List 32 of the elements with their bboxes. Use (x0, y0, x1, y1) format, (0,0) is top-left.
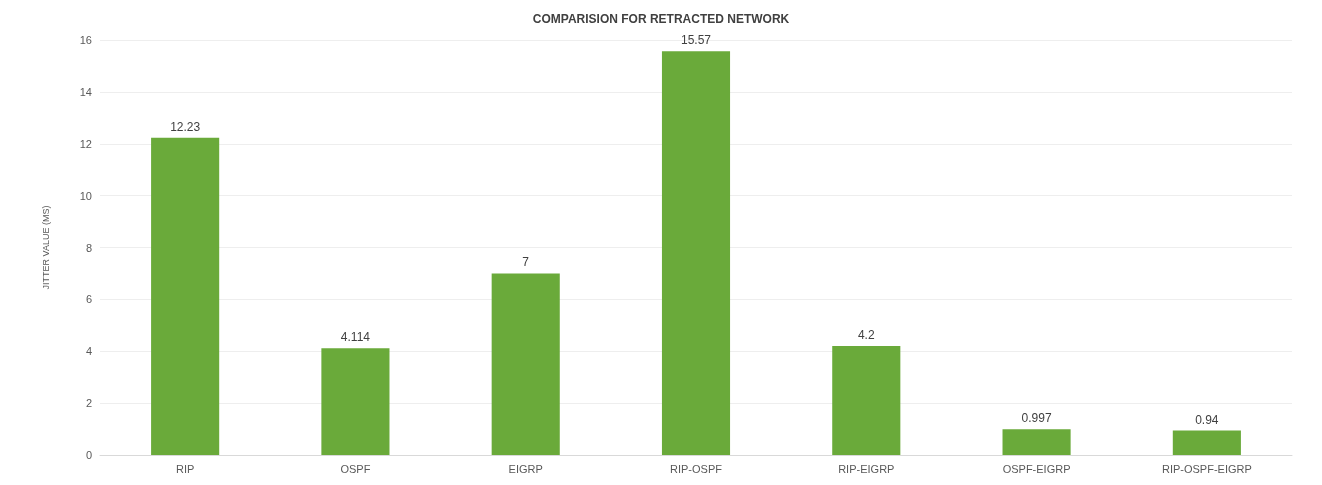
bar (151, 137, 220, 455)
x-tick-label: OSPF-EIGRP (1002, 462, 1071, 475)
x-tick-label: RIP (175, 462, 195, 475)
y-tick-label: 12 (79, 137, 92, 150)
data-label: 4.114 (340, 330, 371, 345)
bar (1002, 429, 1071, 455)
x-tick-label: RIP-OSPF (670, 462, 723, 475)
y-tick-label: 4 (85, 345, 92, 358)
data-label: 4.2 (857, 328, 875, 343)
data-label: 12.23 (170, 119, 201, 134)
x-tick-label: OSPF (340, 462, 371, 475)
y-tick-label: 10 (79, 189, 92, 202)
data-label: 0.94 (1195, 412, 1219, 427)
chart-title: COMPARISION FOR RETRACTED NETWORK (532, 12, 790, 26)
x-tick-label: RIP-EIGRP (838, 462, 895, 475)
y-tick-label: 14 (79, 85, 92, 98)
y-tick-label: 6 (85, 293, 92, 306)
x-tick-label: EIGRP (508, 462, 543, 475)
y-tick-label: 8 (85, 241, 92, 254)
data-label: 7 (522, 255, 530, 270)
data-label: 15.57 (680, 33, 712, 48)
y-tick-label: 0 (85, 449, 92, 461)
y-tick-label: 16 (79, 34, 92, 46)
bar (661, 51, 731, 455)
bar (491, 273, 560, 455)
data-label: 0.997 (1021, 411, 1052, 426)
bar (321, 348, 390, 455)
bar (1172, 430, 1241, 455)
x-tick-label: RIP-OSPF-EIGRP (1161, 462, 1252, 475)
y-axis-title: JITTER VALUE (MS) (40, 205, 51, 290)
y-tick-label: 2 (85, 397, 92, 410)
bar (832, 346, 901, 455)
